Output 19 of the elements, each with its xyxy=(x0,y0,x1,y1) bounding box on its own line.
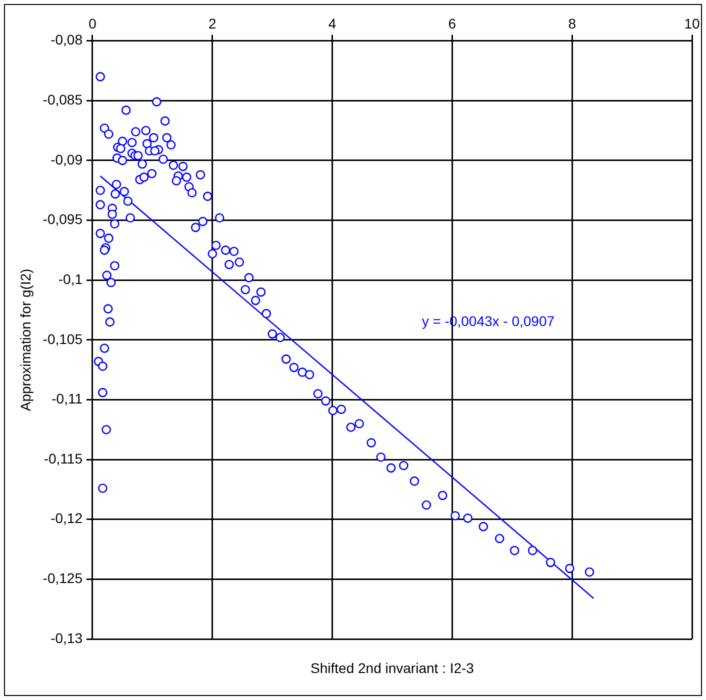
x-tick-label: 8 xyxy=(568,15,576,32)
y-tick-label: -0,08 xyxy=(50,32,83,48)
y-tick-label: -0,115 xyxy=(44,450,83,466)
y-tick-label: -0,105 xyxy=(42,330,83,347)
x-tick-label: 0 xyxy=(88,15,97,32)
y-tick-label: -0,1 xyxy=(58,270,83,287)
x-tick-label: 2 xyxy=(208,15,216,32)
y-tick-label: -0,12 xyxy=(50,510,83,526)
x-axis-title: Shifted 2nd invariant : I2-3 xyxy=(310,660,474,676)
x-tick-label: 4 xyxy=(328,15,336,32)
y-tick-label: -0,11 xyxy=(52,390,83,407)
y-tick-label: -0,125 xyxy=(42,570,83,586)
y-tick-label: -0,09 xyxy=(50,151,83,168)
x-tick-label: 6 xyxy=(448,15,456,32)
y-axis-title: Approximation for g(I2) xyxy=(17,268,34,412)
y-tick-label: -0,085 xyxy=(42,91,83,108)
x-tick-label: 10 xyxy=(684,15,700,32)
y-tick-label: -0,095 xyxy=(42,211,83,228)
y-tick-label: -0,13 xyxy=(50,630,83,646)
